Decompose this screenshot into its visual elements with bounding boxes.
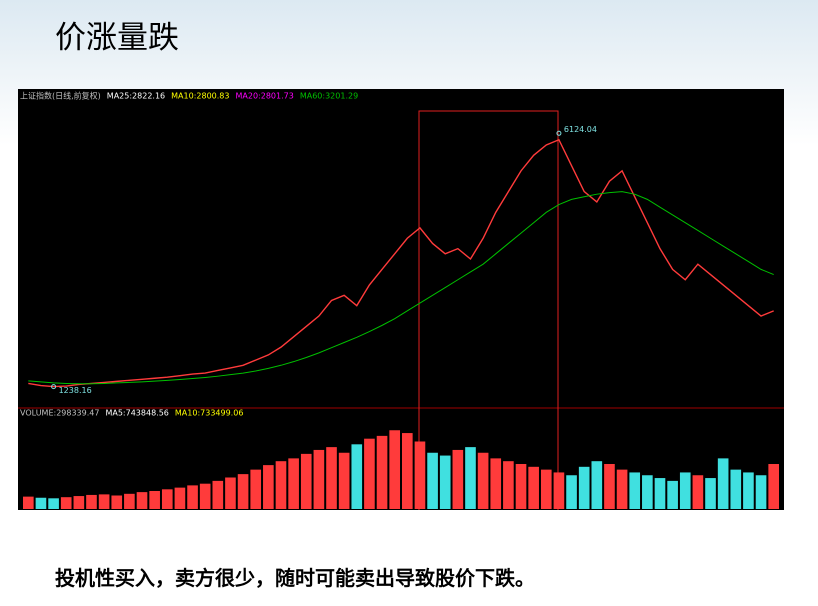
volume-bar — [225, 477, 236, 509]
highlight-box — [418, 110, 559, 510]
slide-title: 价涨量跌 — [55, 20, 179, 56]
volume-bar — [692, 475, 704, 509]
volume-bar — [136, 492, 148, 509]
volume-bar — [667, 480, 678, 509]
volume-bar — [591, 461, 603, 509]
volume-bar — [452, 449, 464, 509]
volume-bar — [768, 464, 779, 509]
volume-bar — [60, 497, 72, 509]
volume-bar — [515, 464, 527, 509]
volume-bar — [578, 466, 590, 509]
legend-entry: MA60:3201.29 — [300, 92, 358, 101]
volume-bar — [705, 478, 716, 509]
volume-bar — [528, 466, 539, 509]
volume-bar — [174, 487, 186, 509]
volume-bar — [730, 469, 742, 509]
volume-bar — [679, 472, 691, 509]
volume-bar — [351, 444, 363, 509]
volume-bar — [427, 452, 438, 509]
volume-bar — [465, 447, 476, 509]
extreme-marker — [51, 384, 57, 390]
volume-bar — [35, 497, 47, 509]
volume-bar — [237, 474, 249, 509]
volume-bar — [566, 475, 577, 509]
volume-bar — [755, 475, 767, 509]
volume-bar — [743, 472, 754, 509]
volume-bar — [553, 472, 565, 509]
legend-entry: MA10:733499.06 — [175, 409, 244, 418]
extreme-label: 6124.04 — [564, 125, 597, 134]
extreme-marker — [556, 130, 562, 136]
volume-bar — [629, 472, 641, 509]
volume-bar — [187, 485, 198, 509]
volume-bar — [275, 461, 287, 509]
volume-bar — [149, 491, 160, 509]
caption: 投机性买入，卖方很少，随时可能卖出导致股价下跌。 — [55, 566, 535, 590]
volume-bar — [389, 430, 400, 509]
legend-entry: MA25:2822.16 — [107, 92, 165, 101]
volume-bar — [86, 494, 97, 509]
volume-bar — [23, 496, 34, 509]
volume-bar — [642, 475, 653, 509]
legend-entry: MA20:2801.73 — [235, 92, 293, 101]
volume-bar — [300, 453, 312, 509]
volume-bar — [364, 438, 375, 509]
volume-bar — [111, 495, 123, 509]
volume-bar — [48, 498, 59, 509]
volume-bar — [402, 433, 413, 509]
volume-bar — [250, 469, 262, 509]
volume-bar — [376, 435, 388, 509]
volume-bar — [161, 489, 173, 509]
volume-bar — [338, 452, 350, 509]
volume-bar — [326, 447, 337, 509]
volume-bar — [540, 469, 552, 509]
price-line — [28, 191, 774, 385]
volume-bar — [263, 465, 274, 509]
volume-bar — [73, 496, 85, 509]
legend-title: 上证指数(日线,前复权) — [20, 91, 101, 101]
volume-bar — [199, 483, 211, 509]
volume-bar — [477, 452, 489, 509]
volume-bar — [604, 464, 615, 509]
volume-bar — [616, 469, 628, 509]
volume-bar — [98, 494, 110, 509]
volume-bar — [717, 458, 729, 509]
volume-bar — [313, 449, 325, 509]
legend-title: VOLUME:298339.47 — [20, 409, 99, 418]
volume-bar — [503, 461, 514, 509]
volume-bar — [654, 478, 666, 509]
volume-bar — [124, 493, 135, 509]
volume-bar — [288, 458, 299, 509]
volume-bar — [490, 458, 502, 509]
chart-background — [18, 89, 784, 510]
legend-entry: MA10:2800.83 — [171, 92, 229, 101]
extreme-label: 1238.16 — [59, 386, 92, 395]
volume-bar — [439, 455, 451, 509]
chart: 上证指数(日线,前复权) MA25:2822.16 MA10:2800.83 MA20… — [18, 89, 784, 510]
legend-entry: MA5:743848.56 — [105, 409, 168, 418]
price-line — [28, 138, 774, 388]
volume-bar — [414, 441, 426, 509]
volume-bar — [212, 480, 224, 509]
